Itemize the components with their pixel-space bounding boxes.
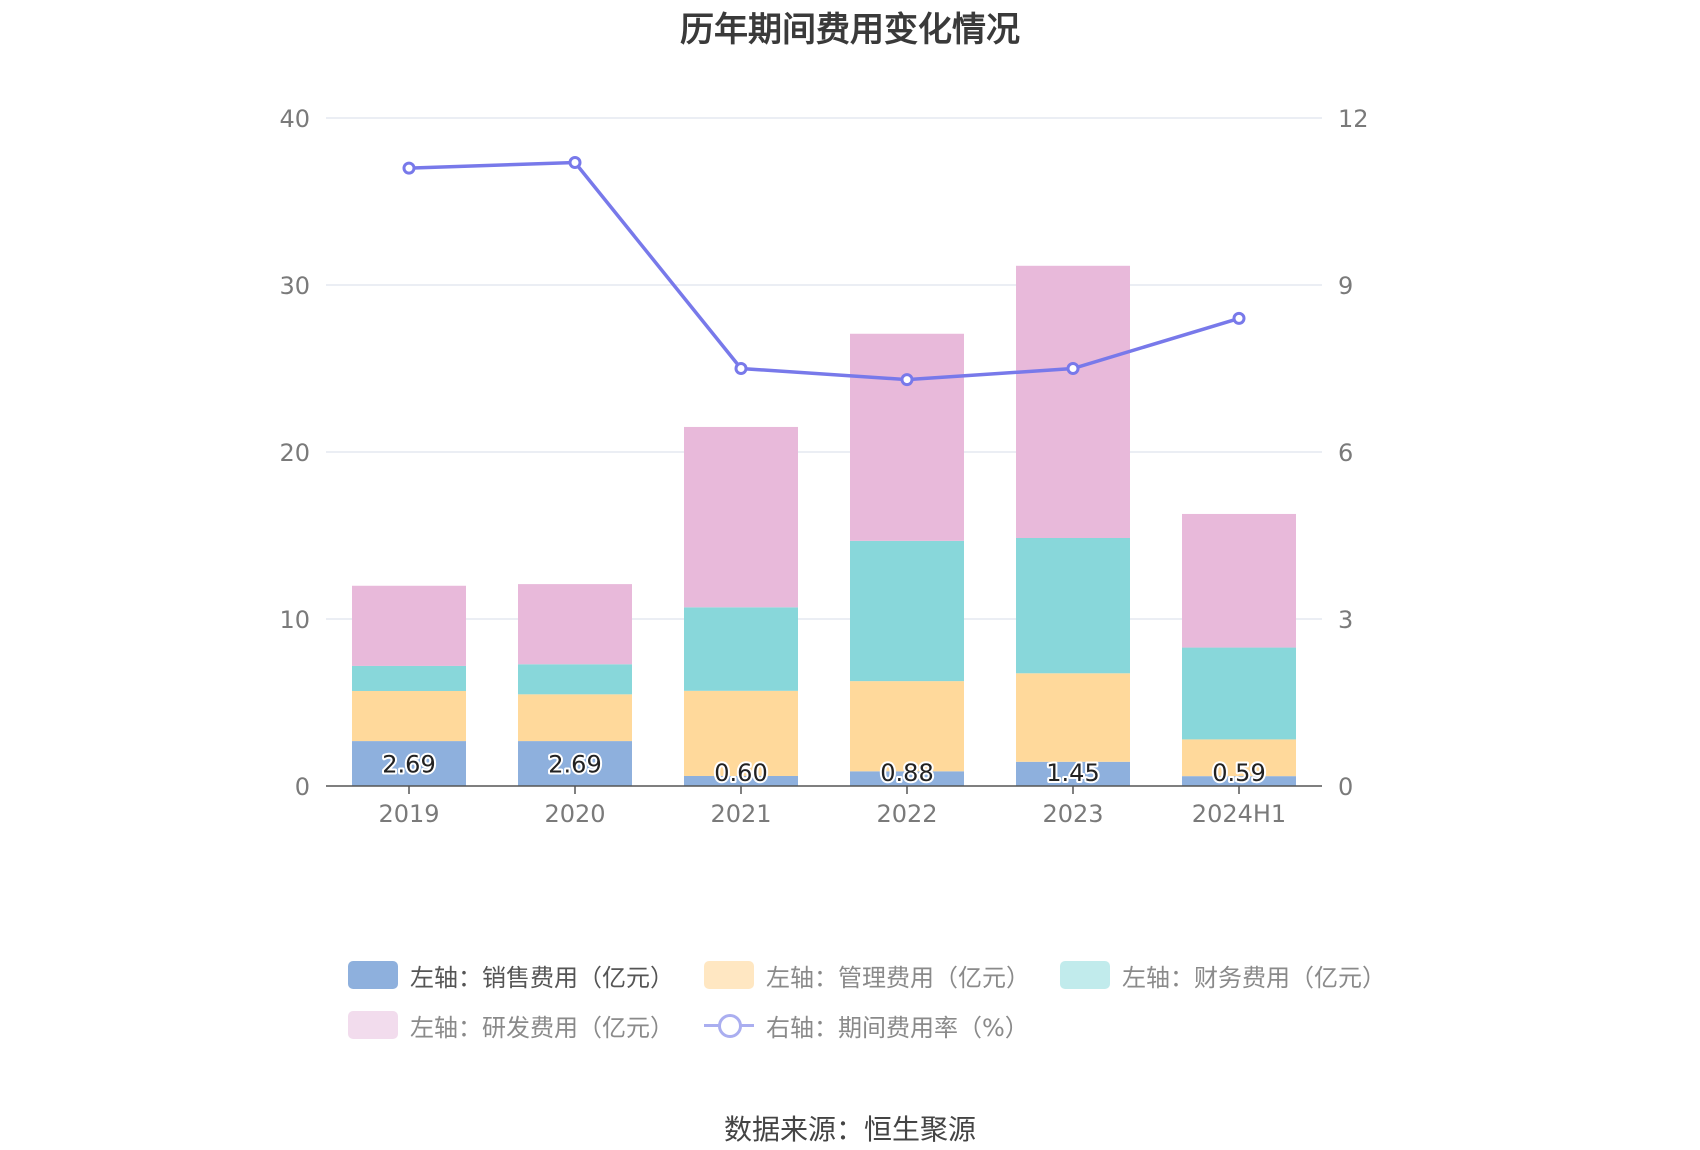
y-left-tick-label: 0 <box>295 773 310 801</box>
bar-segment <box>684 607 798 691</box>
y-right-tick-label: 3 <box>1338 606 1353 634</box>
bars <box>352 265 1296 786</box>
bar-segment <box>684 775 798 786</box>
bar-segment <box>352 741 466 786</box>
legend-item-admin[interactable]: 左轴：管理费用（亿元） <box>704 958 1030 993</box>
legend: 左轴：销售费用（亿元） 左轴：管理费用（亿元） 左轴：财务费用（亿元） 左轴：研… <box>348 950 1398 1050</box>
rate-line-point <box>734 362 748 375</box>
legend-label-sales: 左轴：销售费用（亿元） <box>410 963 674 992</box>
bar-segment <box>1182 513 1296 648</box>
rate-line-point <box>1066 362 1080 375</box>
bar-segment <box>518 741 632 786</box>
bar-segment <box>518 694 632 742</box>
bar-data-label: 0.88 <box>880 759 933 787</box>
legend-swatch-finance <box>1060 961 1110 989</box>
bar-segment <box>684 426 798 608</box>
bar-segment <box>1016 673 1130 762</box>
bar-segment <box>850 540 964 682</box>
bar-segment <box>684 690 798 776</box>
bar-segment <box>850 681 964 772</box>
x-tick-label: 2023 <box>1042 800 1103 828</box>
y-left-tick-label: 40 <box>279 105 310 133</box>
bar-segment <box>850 771 964 786</box>
bar-segment <box>518 664 632 695</box>
x-tick-label: 2024H1 <box>1192 800 1286 828</box>
rate-line-path <box>408 160 1240 382</box>
bar-segment <box>1016 761 1130 786</box>
bar-data-label: 0.60 <box>714 759 767 787</box>
x-tick-label: 2020 <box>544 800 605 828</box>
legend-label-rd: 左轴：研发费用（亿元） <box>410 1013 674 1042</box>
bar-segment <box>352 665 466 691</box>
data-source: 数据来源：恒生聚源 <box>723 1113 976 1146</box>
bar-segment <box>352 585 466 666</box>
legend-label-admin: 左轴：管理费用（亿元） <box>766 963 1030 992</box>
y-right-tick-label: 0 <box>1338 773 1353 801</box>
y-left-tick-label: 20 <box>279 439 310 467</box>
x-tick-label: 2019 <box>378 800 439 828</box>
bar-segment <box>1182 739 1296 777</box>
legend-item-rd[interactable]: 左轴：研发费用（亿元） <box>348 1008 674 1043</box>
y-right-tick-label: 6 <box>1338 439 1353 467</box>
rate-line-point <box>900 373 914 387</box>
bar-data-label: 0.59 <box>1212 759 1265 787</box>
axes: 0 10 20 30 40 0 3 6 9 12 2019 2020 2021 2022 2023 2024H… <box>279 105 1368 828</box>
bar-data-label: 2.69 <box>548 751 601 779</box>
bar-segment <box>518 584 632 665</box>
y-right-tick-label: 9 <box>1338 272 1353 300</box>
legend-label-finance: 左轴：财务费用（亿元） <box>1122 963 1386 992</box>
legend-item-sales[interactable]: 左轴：销售费用（亿元） <box>348 958 674 993</box>
bar-segment <box>1016 265 1130 539</box>
bar-segment <box>1016 538 1130 674</box>
data-labels: 2.69 2.69 0.60 0.88 1.45 0.59 <box>380 749 1267 789</box>
bar-segment <box>850 333 964 541</box>
rate-line-point <box>1232 311 1246 325</box>
chart-title: 历年期间费用变化情况 <box>680 10 1020 50</box>
bar-segment <box>352 690 466 742</box>
legend-item-finance[interactable]: 左轴：财务费用（亿元） <box>1060 958 1386 993</box>
rate-line-point <box>568 156 582 170</box>
bar-segment <box>1182 647 1296 740</box>
legend-swatch-rate <box>704 1011 754 1039</box>
y-left-tick-label: 10 <box>279 606 310 634</box>
y-right-tick-label: 12 <box>1338 105 1369 133</box>
y-left-tick-label: 30 <box>279 272 310 300</box>
legend-swatch-admin <box>704 961 754 989</box>
legend-swatch-rd <box>348 1011 398 1039</box>
legend-swatch-sales <box>348 961 398 989</box>
rate-line-point <box>402 161 416 175</box>
x-tick-label: 2022 <box>876 800 937 828</box>
x-tick-label: 2021 <box>710 800 771 828</box>
bar-data-label: 1.45 <box>1046 759 1099 787</box>
bar-data-label: 2.69 <box>382 751 435 779</box>
legend-item-rate[interactable]: 右轴：期间费用率（%） <box>704 1008 1029 1043</box>
legend-label-rate: 右轴：期间费用率（%） <box>766 1013 1029 1042</box>
bar-segment <box>1182 776 1296 786</box>
rate-line <box>402 156 1246 387</box>
gridlines <box>326 117 1322 620</box>
